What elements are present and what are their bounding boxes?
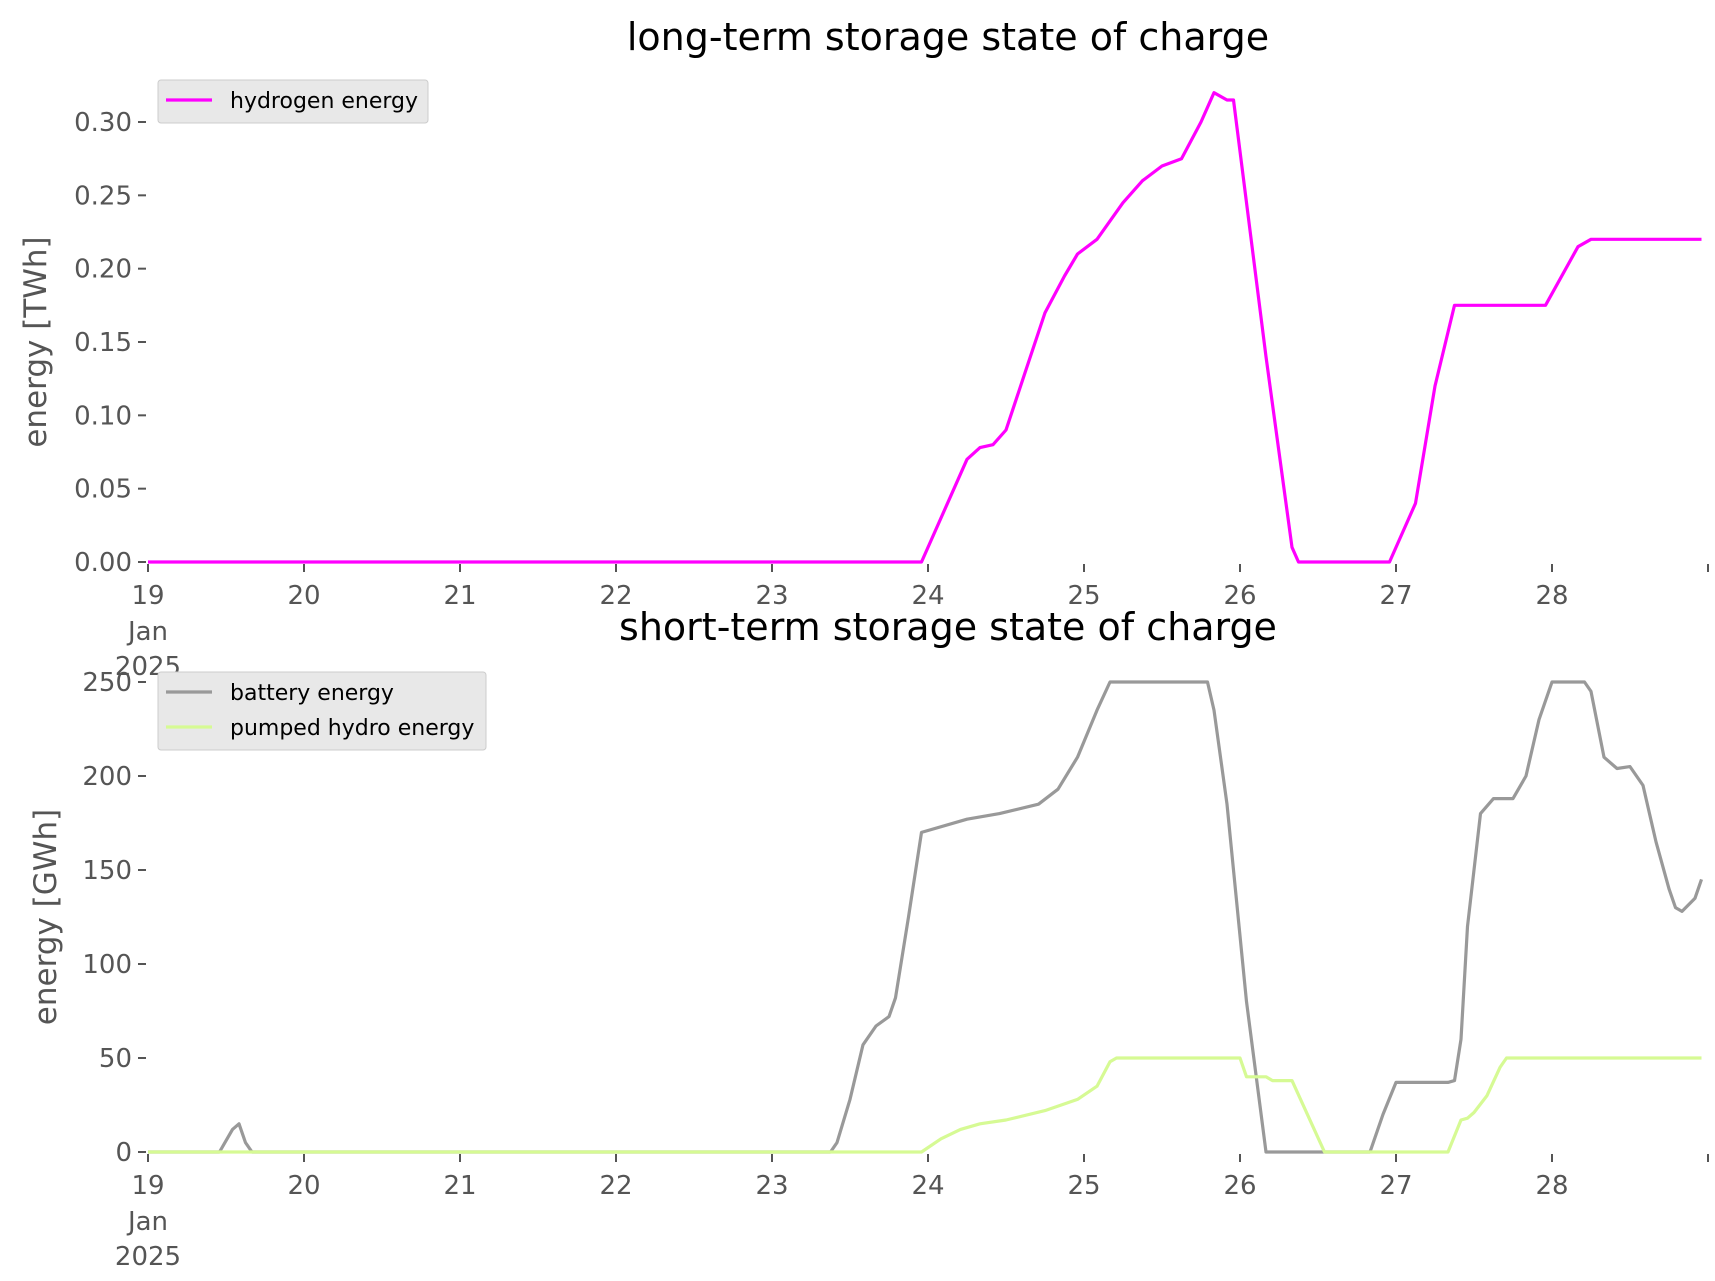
x-tick-label: 26 xyxy=(1223,581,1256,611)
x-tick-label: 23 xyxy=(755,1171,788,1201)
x-tick-sublabel: Jan xyxy=(126,617,168,647)
x-tick-label: 28 xyxy=(1535,581,1568,611)
x-tick-sublabel: 2025 xyxy=(115,1242,181,1272)
x-tick-label: 25 xyxy=(1067,581,1100,611)
series-line-hydrogen-energy xyxy=(148,91,1702,564)
x-tick-label: 24 xyxy=(911,581,944,611)
x-tick-label: 20 xyxy=(287,581,320,611)
x-tick-label: 21 xyxy=(443,581,476,611)
y-tick-label: 100 xyxy=(82,950,132,980)
legend: hydrogen energy xyxy=(157,79,429,124)
x-tick-label: 19 xyxy=(131,581,164,611)
legend-label: hydrogen energy xyxy=(230,89,418,114)
legend-box xyxy=(157,79,429,124)
y-tick-label: 200 xyxy=(82,762,132,792)
x-tick-label: 25 xyxy=(1067,1171,1100,1201)
y-tick-label: 50 xyxy=(99,1044,132,1074)
y-axis-label: energy [GWh] xyxy=(28,809,64,1025)
x-tick-label: 27 xyxy=(1379,1171,1412,1201)
x-tick-label: 24 xyxy=(911,1171,944,1201)
y-tick-label: 0.20 xyxy=(74,255,132,285)
series-line-pumped-hydro-energy xyxy=(148,1056,1702,1154)
legend-box xyxy=(157,671,487,751)
y-tick-label: 0.30 xyxy=(74,108,132,138)
series-line-battery-energy xyxy=(148,680,1704,1154)
chart-title: long-term storage state of charge xyxy=(627,15,1269,59)
legend: battery energy pumped hydro energy xyxy=(157,671,487,751)
y-tick-label: 150 xyxy=(82,856,132,886)
x-tick-label: 26 xyxy=(1223,1171,1256,1201)
y-axis-label: energy [TWh] xyxy=(18,236,54,447)
y-tick-label: 250 xyxy=(82,668,132,698)
x-tick-label: 22 xyxy=(599,581,632,611)
chart-panel-2: short-term storage state of charge energy… xyxy=(28,605,1709,1272)
y-tick-label: 0.15 xyxy=(74,328,132,358)
x-tick-label: 28 xyxy=(1535,1171,1568,1201)
x-tick-label: 20 xyxy=(287,1171,320,1201)
x-tick-label: 19 xyxy=(131,1171,164,1201)
x-tick-label: 21 xyxy=(443,1171,476,1201)
y-tick-label: 0.00 xyxy=(74,548,132,578)
y-tick-label: 0.05 xyxy=(74,475,132,505)
chart-panel-1: long-term storage state of charge energy … xyxy=(18,15,1709,682)
y-tick-label: 0.25 xyxy=(74,181,132,211)
x-tick-label: 23 xyxy=(755,581,788,611)
legend-label: pumped hydro energy xyxy=(230,716,474,741)
legend-label: battery energy xyxy=(230,681,394,706)
x-tick-sublabel: Jan xyxy=(126,1207,168,1237)
y-tick-label: 0 xyxy=(115,1138,132,1168)
y-tick-label: 0.10 xyxy=(74,401,132,431)
x-tick-label: 27 xyxy=(1379,581,1412,611)
chart-title: short-term storage state of charge xyxy=(619,605,1277,649)
x-tick-label: 22 xyxy=(599,1171,632,1201)
